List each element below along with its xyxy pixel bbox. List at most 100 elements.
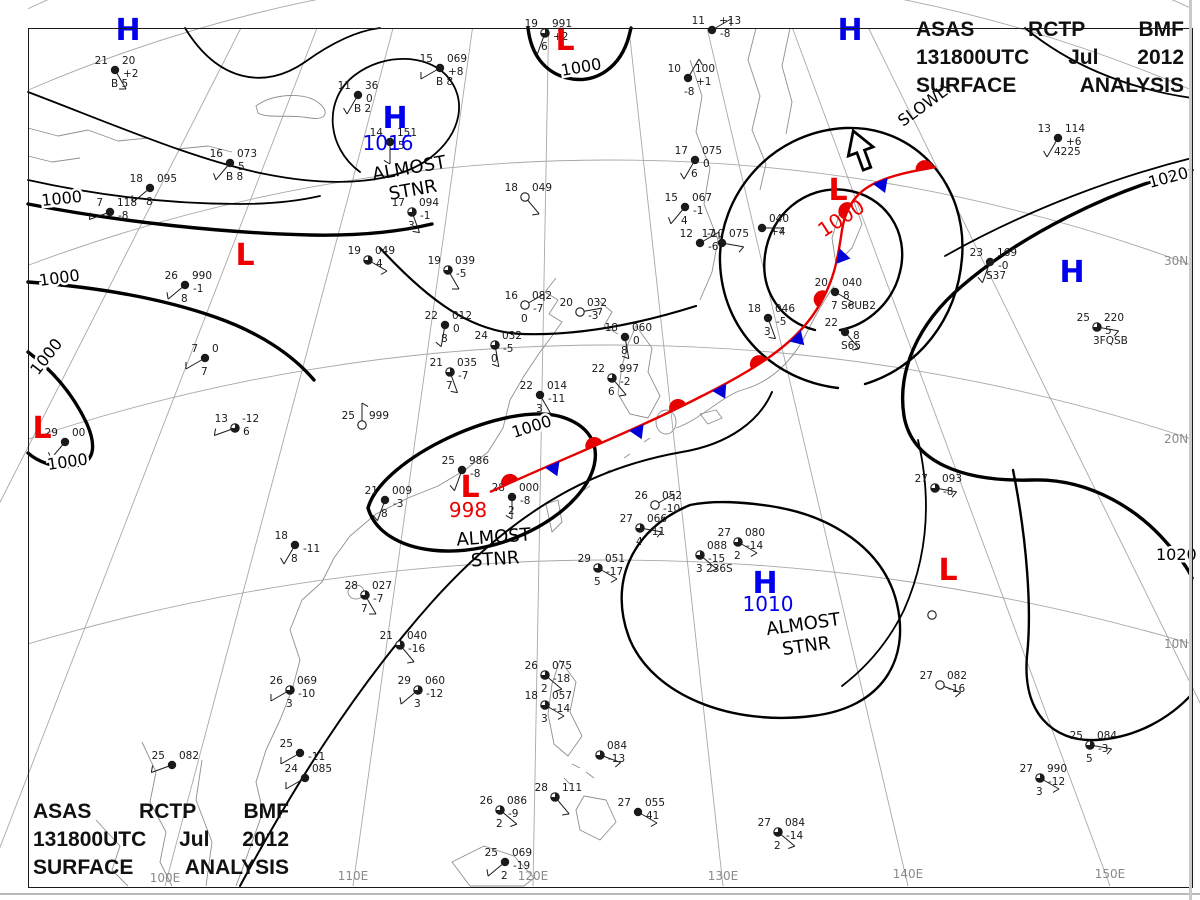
isobars [26,26,1194,887]
station-plot: 11 +13-8 [692,15,742,40]
station-tendency: +2 [123,68,138,80]
station-temp: 25 [1077,312,1090,324]
station-pressure: 095 [157,173,177,185]
station-temp: 18 [748,303,761,315]
coastline [545,499,563,533]
coastlines [27,27,863,887]
station-tendency: -11 [308,751,325,763]
wind-barb-tick [650,822,658,827]
cloud-cover-symbol [145,183,155,193]
station-pressure: 986 [469,455,489,467]
cloud-cover-fill [930,483,940,493]
station-extra: 8 [291,553,298,565]
station-extra: 3 [414,698,421,710]
warm-front-semicircle [749,355,767,370]
station-extra: 5 [594,576,601,588]
high-center-symbol: H [382,101,407,136]
station-pressure: 36 [365,80,379,92]
station-pressure: 151 [397,127,417,139]
station-plot: 25 069-19 2 [485,847,532,882]
station-tendency: 5 [1105,325,1112,337]
coastline [195,759,213,887]
station-extra: 3 236S [696,563,733,575]
wind-barb-tick [1113,330,1120,337]
station-plot [927,610,937,620]
wind-barb-tick [213,428,217,436]
isobar [366,412,598,553]
station-extra: 3FQSB [1093,335,1128,347]
station-extra: 3 [536,403,543,415]
station-extra: 8 [621,345,628,357]
high-center-symbol: H [837,13,862,48]
station-pressure: 169 [997,247,1017,259]
isobar [1011,468,1194,742]
station-temp: 28 [345,580,358,592]
station-pressure: 082 [532,290,552,302]
station-temp: 21 [430,357,443,369]
station-extra: 3 [1036,786,1043,798]
station-tendency: -2 [620,376,630,388]
station-extra: 3 [541,713,548,725]
cloud-cover-symbol [457,465,467,475]
station-tendency: +6 [1066,136,1082,148]
station-plot: 18 095 8 [130,173,177,208]
station-temp: 19 [525,18,538,30]
station-pressure: 075 [702,145,722,157]
station-pressure: 000 [519,482,539,494]
station-tendency: -0 [998,260,1008,272]
station-extra: 8 [181,293,188,305]
station-plot: 7 07 [185,343,219,378]
low-center-symbol: L [32,411,51,446]
station-pressure: -10 [707,228,724,240]
station-temp: 24 [285,763,299,775]
meridian-line [628,27,724,887]
station-temp: 14 [370,127,384,139]
coastline [747,27,767,191]
station-pressure: 040 [407,630,427,642]
station-pressure: 990 [1047,763,1067,775]
station-plot: 29 060-12 3 [398,675,445,710]
cloud-cover-symbol [680,202,690,212]
wind-barb-tick [619,394,627,397]
meridian-line [164,27,394,887]
station-extra: B 8 [226,171,243,183]
station-temp: 25 [1070,730,1083,742]
station-pressure: 220 [1104,312,1124,324]
station-plot: 27 084-14 2 [758,817,806,852]
cloud-cover-symbol [575,307,585,317]
isobar [620,500,902,720]
station-temp: 7 [191,343,198,355]
station-temp: 29 [578,553,591,565]
station-temp: 19 [348,245,361,257]
lat-label: 10N [1164,637,1188,651]
station-pressure: 100 [695,63,715,75]
station-extra: 2 [734,550,741,562]
title-line-1: ASAS RCTP BMF [916,18,1184,41]
coastline [831,201,863,265]
station-plot: 12 -10-6 [680,228,725,253]
cloud-cover-symbol [985,257,995,267]
lat-label: 20N [1164,432,1188,446]
station-plot: 25 082 [150,750,199,773]
wind-barb-tick [557,715,565,720]
cold-front-triangle [836,248,851,264]
station-tendency: -5 [776,316,786,328]
cloud-cover-symbol [763,313,773,323]
station-temp: 27 [620,513,633,525]
cloud-cover-fill [1092,322,1102,332]
station-tendency: -5 [456,268,466,280]
station-plot: 16 082-7 0 [505,290,552,325]
cold-front-triangle [872,177,888,193]
station-temp: 27 [1020,763,1033,775]
cloud-cover-symbol [385,137,395,147]
center-motion-annotation: STNR [470,547,520,571]
isobar [27,58,460,183]
station-tendency: 0 [366,93,373,105]
station-temp: 18 [275,530,288,542]
station-pressure: 046 [775,303,795,315]
station-pressure: 073 [237,148,257,160]
station-pressure: 014 [547,380,567,392]
